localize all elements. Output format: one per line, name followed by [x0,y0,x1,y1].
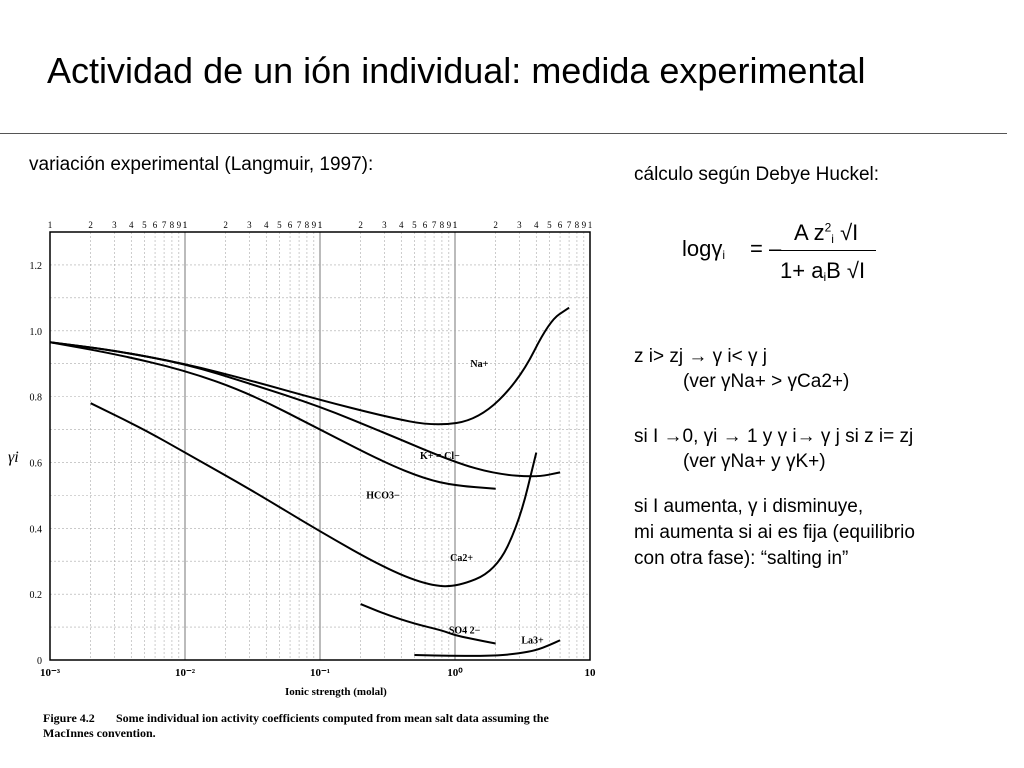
top-log-tick-label: 5 [412,220,417,230]
top-log-tick-label: 8 [170,220,175,230]
curve-so42 [360,603,496,645]
y-tick-label: 1.0 [30,327,43,338]
top-log-tick-label: 7 [432,220,437,230]
x-axis-label: Ionic strength (molal) [285,686,387,698]
top-log-tick-label: 2 [493,220,498,230]
top-log-tick-label: 3 [247,220,252,230]
debye-huckel-formula: logγi = – A z2i √I 1+ aiB √I [680,208,920,298]
top-log-tick-label: 7 [567,220,572,230]
chart-curves [49,306,570,657]
note-line-5: si I aumenta, γ i disminuye, [634,496,864,517]
curve-label: HCO3− [366,491,400,502]
top-log-tick-label: 9 [312,220,317,230]
formula-equals: = – [750,236,782,261]
chart-frame [49,231,591,661]
formula-denominator: 1+ aiB √I [780,258,866,284]
y-tick-label: 0.8 [30,393,43,404]
title-divider [0,133,1007,134]
top-log-tick-label: 2 [223,220,228,230]
top-log-tick-label: 1 [318,220,323,230]
x-tick-label: 10 [585,667,597,679]
x-tick-label: 10⁰ [447,667,463,679]
top-log-tick-label: 4 [129,220,134,230]
figure-caption-text: Some individual ion activity coefficient… [116,711,549,725]
y-tick-label: 0.4 [30,524,43,535]
figure-caption-label: Figure 4.2 [43,711,95,725]
top-log-tick-label: 1 [453,220,458,230]
top-log-tick-label: 9 [582,220,587,230]
activity-chart: 0 0.2 0.4 0.6 0.8 1.0 1.2 10⁻³ 10⁻² 10⁻¹ 10⁰ 10 1 2 3 4… [8,220,597,740]
top-log-tick-label: 6 [423,220,428,230]
curve-label: K+ = Cl− [420,451,460,462]
top-log-tick-label: 1 [183,220,188,230]
top-log-tick-label: 6 [558,220,563,230]
curve-label: La3+ [521,636,544,647]
top-log-tick-label: 9 [177,220,182,230]
curve-hco3 [49,341,496,490]
y-tick-label: 0.2 [30,590,43,601]
top-log-tick-label: 6 [153,220,158,230]
top-log-tick-label: 2 [358,220,363,230]
top-log-tick-label: 1 [48,220,53,230]
chart-ticks: 0 0.2 0.4 0.6 0.8 1.0 1.2 10⁻³ 10⁻² 10⁻¹ 10⁰ 10 1 2 3 4… [30,220,597,679]
curve-label: Na+ [470,359,488,370]
top-log-tick-label: 3 [112,220,117,230]
curve-na [49,306,570,426]
y-tick-label: 0 [37,656,42,667]
top-log-tick-label: 1 [588,220,593,230]
top-log-tick-label: 5 [142,220,147,230]
top-log-tick-label: 7 [297,220,302,230]
top-log-tick-label: 4 [399,220,404,230]
y-axis-label: γi [8,449,19,466]
left-caption: variación experimental (Langmuir, 1997): [29,154,374,175]
top-log-tick-label: 9 [447,220,452,230]
top-log-tick-label: 8 [305,220,310,230]
y-tick-label: 0.6 [30,458,43,469]
top-log-tick-label: 3 [517,220,522,230]
top-log-tick-label: 1 [453,220,458,230]
x-tick-label: 10⁻³ [40,667,61,679]
top-log-tick-label: 2 [88,220,93,230]
formula-numerator: A z2i √I [794,220,859,246]
top-log-tick-label: 3 [382,220,387,230]
note-line-4: (ver γNa+ y γK+) [683,451,826,472]
chart-grid [49,232,590,660]
y-tick-label: 1.2 [30,261,43,272]
curve-label: Ca2+ [450,553,473,564]
top-log-tick-label: 4 [264,220,269,230]
slide-title: Actividad de un ión individual: medida e… [47,50,866,91]
top-log-tick-label: 8 [440,220,445,230]
top-log-tick-label: 4 [534,220,539,230]
chart-frame-rect [49,231,591,661]
note-line-1: z i> zj → γ i< γ j [634,346,768,367]
top-log-tick-label: 8 [575,220,580,230]
note-line-6: mi aumenta si ai es fija (equilibrio [634,522,915,543]
x-tick-label: 10⁻¹ [310,667,330,679]
top-log-tick-label: 1 [183,220,188,230]
chart-labels: Na+ K+ = Cl− HCO3− Ca2+ SO4 2− La3+ [366,359,544,647]
top-log-tick-label: 6 [288,220,293,230]
curve-ca2 [90,402,538,588]
note-line-7: con otra fase): “salting in” [634,548,849,569]
x-tick-label: 10⁻² [175,667,196,679]
curve-la3 [414,639,561,657]
figure-caption-text-2: MacInnes convention. [43,726,156,740]
top-log-tick-label: 7 [162,220,167,230]
top-log-tick-label: 5 [277,220,282,230]
right-caption: cálculo según Debye Huckel: [634,164,880,185]
formula-fraction-bar [780,250,876,251]
top-log-tick-label: 1 [318,220,323,230]
top-log-tick-label: 5 [547,220,552,230]
note-line-2: (ver γNa+ > γCa2+) [683,371,850,392]
curve-kcl [49,341,561,478]
formula-lhs: logγi [682,236,726,262]
curve-label: SO4 2− [449,626,481,637]
note-line-3: si I →0, γi → 1 y γ i→ γ j si z i= zj [634,426,914,447]
